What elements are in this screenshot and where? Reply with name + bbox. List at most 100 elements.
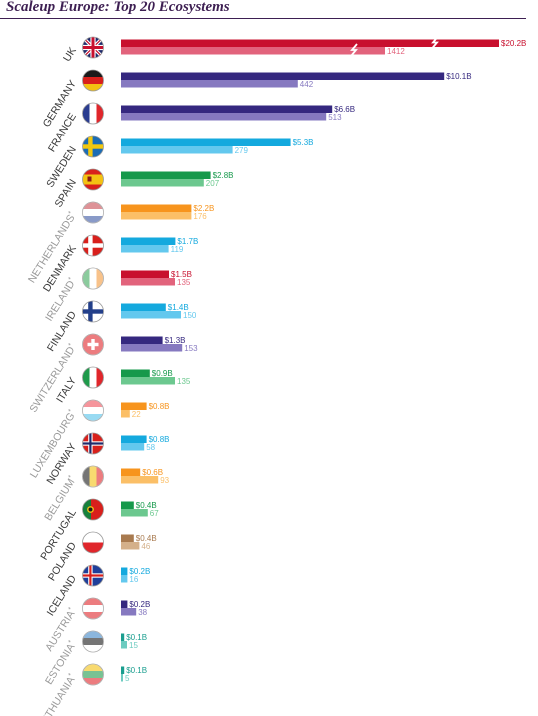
scaleup-count-bar [121,80,298,88]
capital-value-label: $5.3B [293,138,314,147]
portugal-flag-icon [82,498,104,521]
capital-bar [121,633,125,641]
capital-value-label: $0.4B [136,501,157,510]
scaleup-count-label: 513 [328,113,342,122]
scaleup-count-bar [121,47,385,55]
capital-value-label: $0.2B [129,600,150,609]
capital-bar [121,402,147,410]
capital-bar [121,567,128,575]
scaleup-count-label: 67 [150,509,159,518]
scaleup-count-bar [121,344,183,352]
sweden-flag-icon [82,135,104,158]
norway-flag-icon [82,432,104,455]
scaleup-count-bar [121,476,159,484]
capital-bar [121,105,333,113]
scaleup-count-label: 58 [146,443,155,452]
scaleup-count-bar [121,311,181,319]
scaleup-count-label: 135 [177,377,191,386]
lithuania-flag-icon [82,663,104,686]
axis-break-mark [431,35,439,50]
finland-flag-icon [82,300,104,323]
scaleup-count-label: 279 [235,146,249,155]
scaleup-count-bar [121,212,192,220]
scaleup-count-bar [121,278,175,286]
capital-bar [121,237,176,245]
capital-bar [121,171,211,179]
capital-value-label: $1.7B [177,237,198,246]
scaleup-count-label: 150 [183,311,197,320]
poland-flag-icon [82,531,104,554]
scaleup-count-label: 22 [132,410,141,419]
scaleup-count-bar [121,575,128,583]
capital-value-label: $2.8B [213,171,234,180]
scaleup-count-bar [121,179,204,187]
scaleup-count-bar [121,509,148,517]
scaleup-count-bar [121,245,169,253]
scaleup-count-label: 119 [171,245,184,254]
uk-flag-icon [82,36,104,59]
scaleup-count-bar [121,542,140,550]
capital-bar [121,666,125,674]
capital-value-label: $0.6B [142,468,163,477]
country-label-uk: UK [61,45,79,64]
scaleup-count-bar [121,377,175,385]
scaleup-count-label: 135 [177,278,191,287]
germany-flag-icon [82,69,104,92]
capital-value-label: $0.1B [126,666,147,675]
capital-value-label: $0.1B [126,633,147,642]
italy-flag-icon [82,366,104,389]
capital-bar [121,369,150,377]
belgium-flag-icon [82,465,104,488]
capital-bar [121,270,169,278]
capital-bar [121,303,166,311]
title-rule [0,18,526,19]
capital-value-label: $0.4B [136,534,157,543]
capital-value-label: $0.9B [152,369,173,378]
chart-title: Scaleup Europe: Top 20 Ecosystems [6,0,230,15]
capital-value-label: $0.8B [149,402,170,411]
scaleup-count-label: 15 [129,641,138,650]
capital-value-label: $10.1B [446,72,471,81]
luxembourg-flag-icon [82,399,104,422]
capital-value-label: $2.2B [193,204,214,213]
iceland-flag-icon [82,564,104,587]
scaleup-count-bar [121,674,123,682]
scaleup-count-label: 207 [206,179,220,188]
spain-flag-icon [82,168,104,191]
capital-bar [121,468,141,476]
scaleup-count-label: 442 [300,80,314,89]
scaleup-count-label: 176 [193,212,207,221]
capital-bar [121,138,291,146]
capital-bar [121,534,134,542]
capital-value-label: $1.5B [171,270,192,279]
estonia-flag-icon [82,630,104,653]
scaleup-count-bar [121,113,327,121]
scaleup-count-label: 38 [138,608,147,617]
chart-row: UK $20.2B 1412 [61,35,526,64]
capital-bar [121,72,445,80]
capital-bar [121,204,192,212]
scaleup-count-bar [121,641,127,649]
capital-value-label: $1.4B [168,303,189,312]
capital-bar [121,39,499,47]
ireland-flag-icon [82,267,104,290]
netherlands-flag-icon [82,201,104,224]
scaleup-count-bar [121,410,130,418]
scaleup-count-label: 46 [141,542,150,551]
scaleup-count-bar [121,443,145,451]
scaleup-count-label: 16 [129,575,138,584]
scaleup-count-label: 5 [125,674,130,683]
austria-flag-icon [82,597,104,620]
capital-value-label: $1.3B [165,336,186,345]
scaleup-count-bar [121,608,137,616]
scaleup-count-label: 153 [184,344,198,353]
capital-value-label: $20.2B [501,39,526,48]
scaleup-count-bar [121,146,233,154]
capital-value-label: $0.8B [149,435,170,444]
denmark-flag-icon [82,234,104,257]
capital-value-label: $6.6B [334,105,355,114]
scaleup-count-label: 93 [160,476,169,485]
